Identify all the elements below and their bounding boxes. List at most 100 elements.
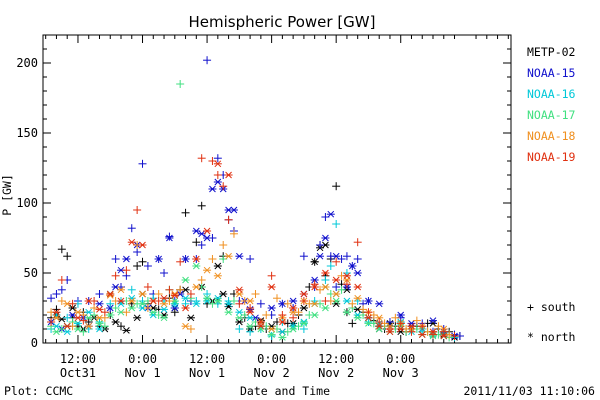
south-point — [439, 327, 448, 336]
north-point — [224, 308, 233, 316]
south-point — [256, 299, 265, 308]
north-point — [127, 238, 136, 246]
north-point — [192, 300, 201, 308]
north-point — [332, 252, 341, 260]
north-point — [353, 314, 362, 322]
chart-title: Hemispheric Power [GW] — [189, 13, 376, 31]
north-point — [149, 297, 158, 305]
x-tick-time: 12:00 — [318, 352, 354, 366]
south-point — [450, 332, 459, 340]
north-point — [342, 272, 351, 280]
south-point — [106, 299, 115, 308]
north-point — [364, 297, 373, 305]
north-point — [321, 283, 330, 291]
south-point — [229, 297, 238, 305]
north-point — [289, 325, 298, 333]
north-point — [439, 332, 448, 340]
south-point — [213, 171, 222, 179]
north-point — [267, 283, 276, 291]
north-point — [149, 308, 158, 316]
north-point — [95, 300, 104, 308]
south-point — [63, 252, 72, 261]
north-point — [246, 308, 255, 316]
north-point — [342, 308, 351, 316]
x-tick-time: 0:00 — [257, 352, 286, 366]
south-point — [262, 311, 271, 319]
y-tick-label: 50 — [24, 266, 38, 280]
north-point — [364, 320, 373, 327]
south-point — [143, 283, 152, 291]
north-point — [133, 314, 142, 322]
footer-timestamp: 2011/11/03 11:10:06 — [463, 384, 595, 398]
south-point — [348, 299, 357, 308]
south-point — [154, 290, 163, 298]
south-point — [337, 285, 346, 294]
south-point — [133, 206, 142, 214]
north-point — [106, 290, 115, 298]
legend: METP-02 NOAA-15 NOAA-16 NOAA-17 NOAA-18 NOAA-… — [527, 45, 576, 164]
south-point — [181, 208, 190, 217]
south-point — [332, 283, 341, 291]
south-point — [391, 313, 400, 322]
south-point — [299, 325, 308, 333]
north-point — [396, 325, 405, 333]
north-point — [208, 185, 217, 193]
north-point — [353, 269, 362, 277]
north-point — [310, 311, 319, 319]
south-point — [84, 318, 93, 326]
south-point — [267, 271, 276, 280]
south-point — [90, 304, 99, 312]
north-point — [235, 286, 244, 294]
south-point — [95, 318, 104, 326]
footer-plot-credit: Plot: CCMC — [4, 384, 73, 398]
south-point — [208, 255, 217, 263]
x-tick-date: Nov 3 — [383, 366, 419, 380]
south-point — [68, 299, 77, 308]
north-point — [246, 314, 255, 322]
north-point — [332, 290, 341, 298]
south-point — [111, 271, 120, 280]
north-point — [267, 331, 276, 338]
south-point — [364, 308, 373, 317]
north-point — [127, 304, 136, 312]
south-point — [160, 269, 169, 277]
south-point — [143, 304, 152, 312]
north-point — [375, 314, 384, 322]
legend-entry: NOAA-16 — [527, 87, 576, 101]
marker-legend: + south * north — [527, 300, 575, 344]
south-point — [375, 318, 384, 326]
south-point — [342, 280, 351, 289]
north-point — [181, 322, 190, 330]
north-point — [375, 322, 384, 330]
north-point — [52, 308, 61, 316]
legend-entry: NOAA-19 — [527, 150, 576, 164]
north-point — [429, 328, 437, 336]
south-point — [176, 285, 185, 294]
north-point — [342, 297, 351, 305]
south-point — [418, 322, 427, 331]
north-point — [385, 328, 394, 336]
north-point — [84, 308, 93, 316]
x-tick-time: 0:00 — [128, 352, 157, 366]
south-point — [127, 224, 136, 233]
south-point — [197, 154, 206, 163]
south-point — [111, 304, 120, 312]
y-axis: 0 50 100 150 200 — [16, 48, 511, 350]
north-point — [246, 297, 255, 305]
north-point — [138, 300, 147, 308]
north-point — [235, 314, 244, 322]
north-point — [154, 255, 163, 263]
north-point — [95, 306, 104, 313]
south-point — [251, 290, 260, 298]
north-point — [186, 314, 195, 322]
south-point — [332, 257, 341, 266]
north-point — [73, 314, 82, 322]
north-point — [310, 300, 319, 308]
north-point — [84, 297, 93, 305]
north-point — [68, 304, 77, 312]
south-point — [127, 285, 136, 294]
south-point — [219, 182, 228, 191]
x-tick-time: 0:00 — [386, 352, 415, 366]
north-point — [235, 308, 244, 316]
south-point — [192, 238, 201, 247]
